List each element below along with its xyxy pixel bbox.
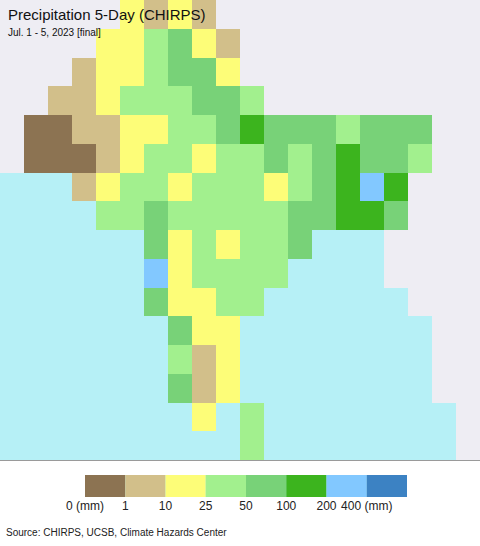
svg-text:0 (mm): 0 (mm)	[66, 499, 104, 513]
svg-text:400 (mm): 400 (mm)	[341, 499, 392, 513]
svg-text:25: 25	[199, 499, 213, 513]
svg-text:Jul. 1 - 5, 2023 [final]: Jul. 1 - 5, 2023 [final]	[8, 27, 101, 38]
svg-text:50: 50	[239, 499, 253, 513]
svg-text:Precipitation 5-Day (CHIRPS): Precipitation 5-Day (CHIRPS)	[8, 6, 206, 23]
svg-text:1: 1	[122, 499, 129, 513]
svg-text:Source: CHIRPS, UCSB, Climate: Source: CHIRPS, UCSB, Climate Hazards Ce…	[6, 527, 227, 538]
svg-text:200: 200	[316, 499, 336, 513]
svg-text:10: 10	[159, 499, 173, 513]
svg-text:100: 100	[276, 499, 296, 513]
